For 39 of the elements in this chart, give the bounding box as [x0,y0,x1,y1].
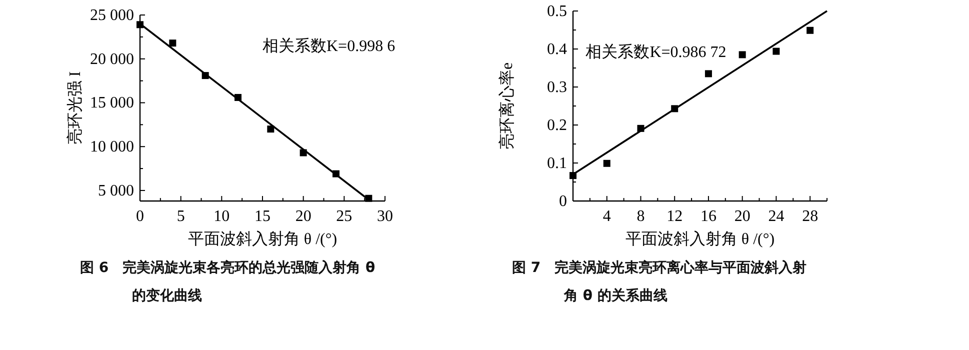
x-tick-label: 28 [802,208,818,225]
point [169,40,176,47]
y-axis-title: 亮环离心率e [498,62,516,150]
y-axis-title: 亮环光强 I [66,71,84,145]
y-tick-label: 0 [559,193,567,210]
point [806,26,814,34]
y-tick-label: 0.3 [547,79,567,96]
x-tick-label: 25 [336,208,352,225]
x-tick-label: 20 [734,208,750,225]
point [704,70,712,78]
caption: 图 7 完美涡旋光束亮环离心率与平面波斜入射角 θ 的关系曲线 [512,258,808,306]
x-tick-label: 30 [377,208,393,225]
y-tick-label: 0.5 [547,3,567,20]
x-axis-title: 平面波斜入射角 θ /(°) [625,230,775,248]
y-tick-label: 10 000 [90,138,134,156]
y-tick-label: 5 000 [98,182,134,200]
y-tick-label: 0.1 [547,155,567,172]
y-tick-label: 20 000 [90,50,134,68]
x-tick-label: 4 [602,208,611,225]
point [772,48,780,55]
x-tick-label: 16 [700,208,716,225]
y-tick-label: 15 000 [90,94,134,112]
caption: 图 6 完美涡旋光束各亮环的总光强随入射角 θ 的变化曲线 [80,258,376,306]
x-tick-label: 5 [176,208,185,225]
y-tick-label: 0.2 [547,117,567,134]
point [267,126,274,133]
x-axis-title: 平面波斜入射角 θ /(°) [188,230,338,248]
y-tick-label: 25 000 [90,7,134,24]
x-tick-label: 15 [254,208,270,225]
point [738,51,746,58]
x-tick-label: 10 [214,208,230,225]
x-tick-label: 20 [295,208,312,225]
point [603,160,610,167]
y-tick-label: 0.4 [547,41,567,58]
annotation: 相关系数K=0.986 72 [586,43,726,61]
x-tick-label: 8 [636,208,645,225]
annotation: 相关系数K=0.998 6 [262,36,396,55]
x-tick-label: 24 [768,208,784,225]
x-tick-label: 12 [666,208,683,225]
